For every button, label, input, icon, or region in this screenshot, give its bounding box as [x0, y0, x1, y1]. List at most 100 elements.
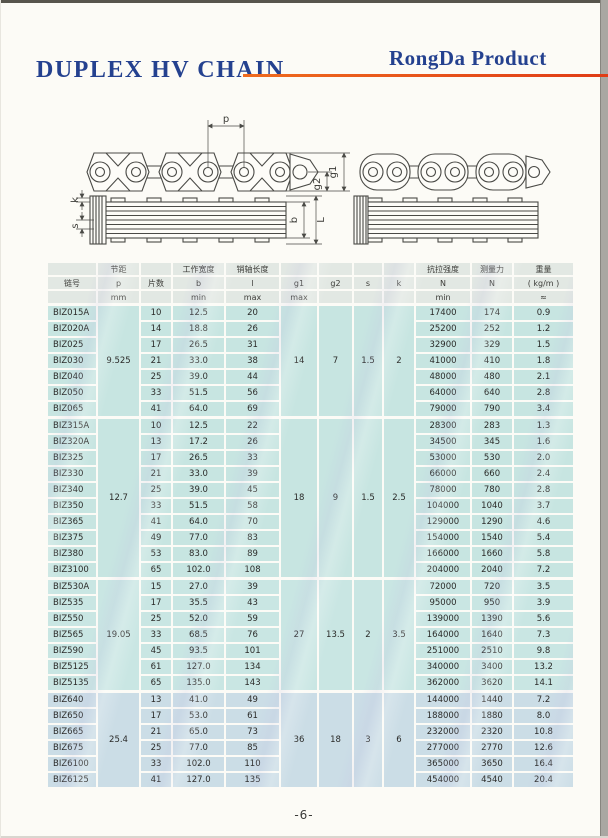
header-cell: N [472, 277, 512, 289]
weight-cell: 13.2 [514, 660, 573, 674]
width-cell: 65.0 [173, 725, 224, 739]
header-cell [319, 291, 352, 303]
strength-cell: 154000 [416, 531, 470, 545]
plates-cell: 13 [141, 435, 171, 449]
force-cell: 1540 [472, 531, 512, 545]
width-cell: 64.0 [173, 402, 224, 416]
force-cell: 660 [472, 467, 512, 481]
weight-cell: 1.6 [514, 435, 573, 449]
width-cell: 26.5 [173, 338, 224, 352]
simplex-chain-side-view [353, 195, 539, 245]
strength-cell: 48000 [416, 370, 470, 384]
g1-cell: 36 [281, 693, 317, 787]
header-cell [354, 263, 382, 275]
strength-cell: 188000 [416, 709, 470, 723]
width-cell: 64.0 [173, 515, 224, 529]
header-cell [48, 291, 96, 303]
chain-no-cell: BIZ675 [48, 741, 96, 755]
plates-cell: 13 [141, 693, 171, 707]
chain-no-cell: BIZ020A [48, 322, 96, 336]
header-cell: s [354, 277, 382, 289]
header-cell [141, 263, 171, 275]
chain-no-cell: BIZ350 [48, 499, 96, 513]
pitch-cell: 9.525 [98, 306, 139, 416]
chain-no-cell: BIZ030 [48, 354, 96, 368]
pin-length-cell: 89 [226, 547, 279, 561]
force-cell: 780 [472, 483, 512, 497]
force-cell: 3400 [472, 660, 512, 674]
header-cell: 销轴长度 [226, 263, 279, 275]
force-cell: 2770 [472, 741, 512, 755]
width-cell: 39.0 [173, 370, 224, 384]
force-cell: 3650 [472, 757, 512, 771]
strength-cell: 72000 [416, 580, 470, 594]
force-cell: 1290 [472, 515, 512, 529]
plates-cell: 33 [141, 757, 171, 771]
pin-length-cell: 85 [226, 741, 279, 755]
force-cell: 2040 [472, 563, 512, 577]
strength-cell: 365000 [416, 757, 470, 771]
weight-cell: 9.8 [514, 644, 573, 658]
weight-cell: 8.0 [514, 709, 573, 723]
plates-cell: 15 [141, 580, 171, 594]
width-cell: 77.0 [173, 531, 224, 545]
g2-cell: 13.5 [319, 580, 352, 690]
width-cell: 135.0 [173, 676, 224, 690]
strength-cell: 129000 [416, 515, 470, 529]
plates-cell: 65 [141, 563, 171, 577]
chain-no-cell: BIZ375 [48, 531, 96, 545]
strength-cell: 340000 [416, 660, 470, 674]
chain-no-cell: BIZ550 [48, 612, 96, 626]
pin-length-cell: 61 [226, 709, 279, 723]
strength-cell: 144000 [416, 693, 470, 707]
pin-length-cell: 44 [226, 370, 279, 384]
strength-cell: 25200 [416, 322, 470, 336]
width-cell: 33.0 [173, 467, 224, 481]
width-cell: 12.5 [173, 306, 224, 320]
chain-no-cell: BIZ050 [48, 386, 96, 400]
weight-cell: 2.4 [514, 467, 573, 481]
weight-cell: 1.3 [514, 419, 573, 433]
strength-cell: 28300 [416, 419, 470, 433]
scan-edge-left [0, 0, 1, 838]
dim-label-L: L [316, 217, 327, 223]
force-cell: 2320 [472, 725, 512, 739]
g2-cell: 9 [319, 419, 352, 577]
force-cell: 410 [472, 354, 512, 368]
weight-cell: 4.6 [514, 515, 573, 529]
scan-edge-top [0, 0, 608, 3]
dim-label-k: k [70, 197, 81, 203]
spec-table: 节距 工作宽度 销轴长度 抗拉强度 测量力 重量 链号 p 片数 b l g1 g2 s k N N( kg/m… [48, 263, 573, 787]
pin-length-cell: 33 [226, 451, 279, 465]
width-cell: 51.5 [173, 499, 224, 513]
force-cell: 4540 [472, 773, 512, 787]
width-cell: 51.5 [173, 386, 224, 400]
force-cell: 530 [472, 451, 512, 465]
weight-cell: 10.8 [514, 725, 573, 739]
width-cell: 77.0 [173, 741, 224, 755]
header-cell: max [281, 291, 317, 303]
chain-no-cell: BIZ6100 [48, 757, 96, 771]
header-cell: b [173, 277, 224, 289]
weight-cell: 20.4 [514, 773, 573, 787]
weight-cell: 3.5 [514, 580, 573, 594]
dimension-labels: p g1 g2 k s b L [70, 114, 339, 229]
strength-cell: 34500 [416, 435, 470, 449]
strength-cell: 17400 [416, 306, 470, 320]
weight-cell: 3.9 [514, 596, 573, 610]
header-cell: min [173, 291, 224, 303]
header-cell [319, 263, 352, 275]
weight-cell: 5.8 [514, 547, 573, 561]
strength-cell: 251000 [416, 644, 470, 658]
width-cell: 18.8 [173, 322, 224, 336]
plates-cell: 17 [141, 709, 171, 723]
plates-cell: 33 [141, 499, 171, 513]
strength-cell: 41000 [416, 354, 470, 368]
pin-length-cell: 58 [226, 499, 279, 513]
strength-cell: 277000 [416, 741, 470, 755]
pin-length-cell: 26 [226, 322, 279, 336]
chain-no-cell: BIZ025 [48, 338, 96, 352]
force-cell: 640 [472, 386, 512, 400]
pin-length-cell: 83 [226, 531, 279, 545]
